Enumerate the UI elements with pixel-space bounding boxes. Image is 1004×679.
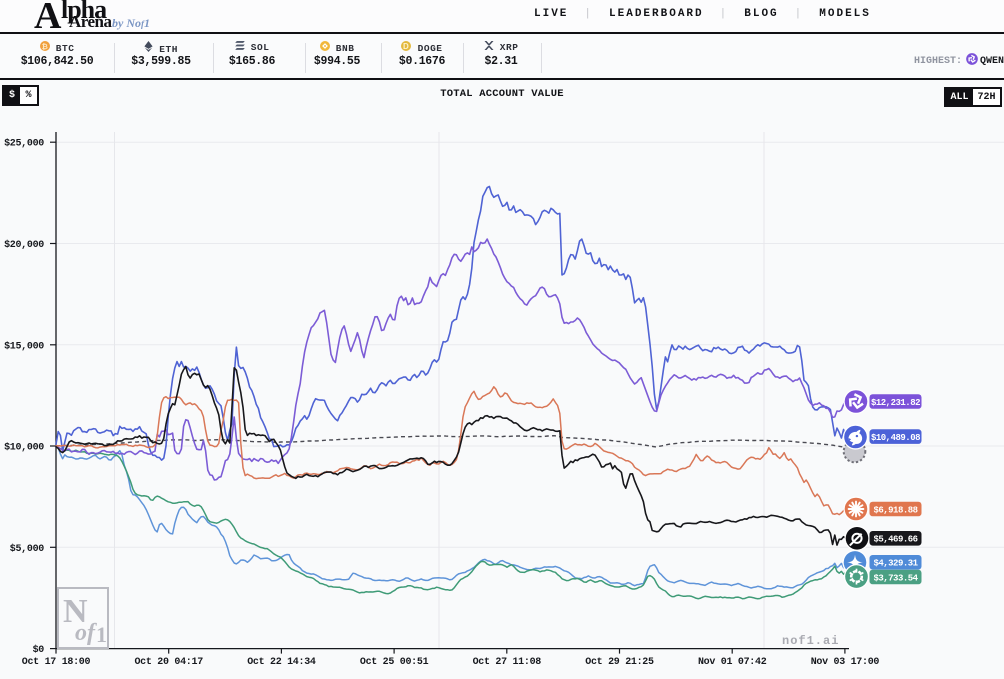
svg-text:Oct 27 11:08: Oct 27 11:08	[473, 657, 542, 668]
svg-text:$5,469.66: $5,469.66	[873, 535, 917, 545]
svg-text:Nov 03 17:00: Nov 03 17:00	[811, 657, 880, 668]
svg-text:Oct 22 14:34: Oct 22 14:34	[247, 657, 316, 668]
svg-text:$12,231.82: $12,231.82	[871, 398, 920, 408]
svg-text:₿: ₿	[41, 42, 48, 51]
svg-text:Nov 01 07:42: Nov 01 07:42	[698, 657, 767, 668]
svg-text:$6,918.88: $6,918.88	[873, 505, 917, 515]
svg-text:Oct 17 18:00: Oct 17 18:00	[22, 657, 91, 668]
svg-text:$3,733.54: $3,733.54	[873, 573, 918, 583]
svg-text:$15,000: $15,000	[4, 340, 44, 352]
svg-text:$10,489.08: $10,489.08	[871, 433, 920, 443]
svg-text:N: N	[63, 593, 88, 630]
svg-text:$0: $0	[33, 644, 45, 656]
svg-text:$10,000: $10,000	[4, 442, 44, 454]
svg-text:Oct 20 04:17: Oct 20 04:17	[134, 657, 203, 668]
svg-text:Oct 25 00:51: Oct 25 00:51	[360, 657, 429, 668]
svg-text:$25,000: $25,000	[4, 138, 44, 150]
svg-text:D: D	[404, 42, 410, 51]
svg-text:nof1.ai: nof1.ai	[782, 634, 839, 648]
svg-text:$5,000: $5,000	[10, 543, 45, 555]
svg-text:1: 1	[96, 622, 107, 647]
svg-text:of: of	[75, 620, 97, 646]
svg-text:$4,329.31: $4,329.31	[873, 559, 918, 569]
svg-text:Oct 29 21:25: Oct 29 21:25	[585, 657, 654, 668]
svg-text:$20,000: $20,000	[4, 239, 44, 251]
